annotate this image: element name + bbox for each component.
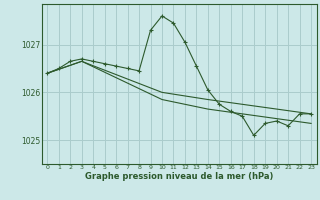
X-axis label: Graphe pression niveau de la mer (hPa): Graphe pression niveau de la mer (hPa) bbox=[85, 172, 273, 181]
